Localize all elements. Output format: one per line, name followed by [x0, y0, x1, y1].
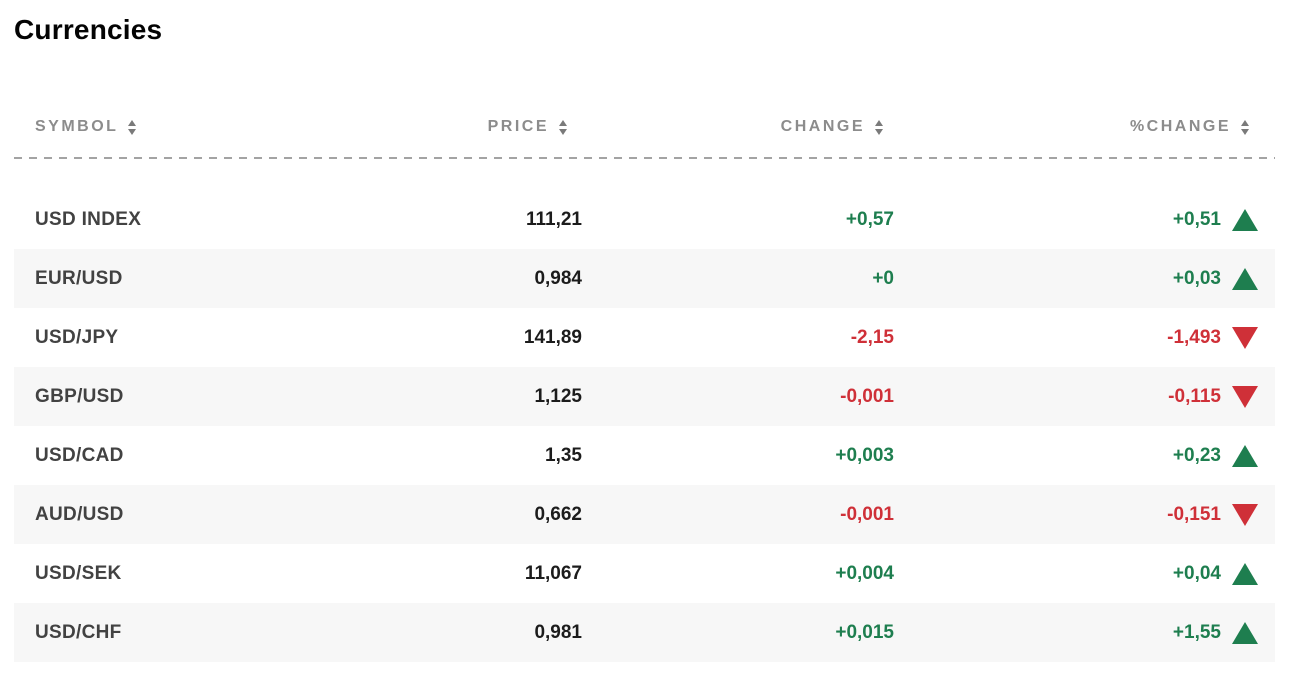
pct-change-value: -0,151 — [1167, 503, 1221, 525]
price-cell: 111,21 — [525, 208, 582, 230]
sort-icon — [128, 119, 137, 135]
price-cell: 0,662 — [534, 503, 582, 525]
symbol-cell[interactable]: USD/CAD — [35, 444, 124, 466]
column-header-symbol[interactable]: SYMBOL — [14, 118, 264, 136]
up-triangle-icon — [1232, 208, 1258, 231]
currencies-widget: Currencies SYMBOL PRICE CHANGE %CHANGE U… — [0, 12, 1314, 688]
pct-change-cell: +0,03 — [894, 267, 1275, 290]
up-triangle-icon — [1232, 621, 1258, 644]
price-cell: 0,981 — [534, 621, 582, 643]
pct-change-value: -0,115 — [1168, 385, 1221, 407]
pct-change-cell: +0,23 — [894, 444, 1275, 467]
symbol-cell[interactable]: USD INDEX — [35, 208, 142, 230]
table-row: GBP/USD 1,125 -0,001 -0,115 — [14, 367, 1275, 426]
column-header-pct-change-label: %CHANGE — [1129, 118, 1231, 135]
column-header-change[interactable]: CHANGE — [582, 118, 894, 136]
table-row: AUD/USD 0,662 -0,001 -0,151 — [14, 485, 1275, 544]
table-row: USD/SEK 11,067 +0,004 +0,04 — [14, 544, 1275, 603]
table-header-row: SYMBOL PRICE CHANGE %CHANGE — [14, 115, 1275, 139]
column-header-change-label: CHANGE — [780, 118, 865, 135]
pct-change-cell: -0,151 — [894, 503, 1275, 526]
price-cell: 141,89 — [523, 326, 582, 348]
pct-change-cell: -0,115 — [894, 385, 1275, 408]
column-header-price[interactable]: PRICE — [264, 118, 582, 136]
change-cell: +0,004 — [835, 562, 894, 584]
price-cell: 1,35 — [545, 444, 582, 466]
change-cell: +0 — [872, 267, 894, 289]
symbol-cell[interactable]: AUD/USD — [35, 503, 124, 525]
pct-change-value: +0,51 — [1172, 208, 1221, 230]
change-cell: -2,15 — [850, 326, 894, 348]
change-cell: -0,001 — [840, 503, 894, 525]
change-cell: +0,003 — [835, 444, 894, 466]
table-row: USD/CAD 1,35 +0,003 +0,23 — [14, 426, 1275, 485]
symbol-cell[interactable]: USD/CHF — [35, 621, 122, 643]
up-triangle-icon — [1232, 562, 1258, 585]
price-cell: 0,984 — [534, 267, 582, 289]
pct-change-cell: +0,51 — [894, 208, 1275, 231]
page-title: Currencies — [14, 14, 163, 45]
column-header-pct-change[interactable]: %CHANGE — [894, 118, 1275, 136]
change-cell: +0,015 — [835, 621, 894, 643]
column-header-price-label: PRICE — [487, 118, 549, 135]
price-cell: 1,125 — [534, 385, 582, 407]
pct-change-cell: +1,55 — [894, 621, 1275, 644]
price-cell: 11,067 — [524, 562, 582, 584]
down-triangle-icon — [1232, 503, 1258, 526]
column-header-symbol-label: SYMBOL — [35, 118, 119, 135]
header-separator — [14, 157, 1275, 159]
pct-change-cell: -1,493 — [894, 326, 1275, 349]
currencies-table: SYMBOL PRICE CHANGE %CHANGE USD INDEX 11… — [14, 115, 1275, 662]
change-cell: +0,57 — [845, 208, 894, 230]
table-row: USD/JPY 141,89 -2,15 -1,493 — [14, 308, 1275, 367]
symbol-cell[interactable]: GBP/USD — [35, 385, 124, 407]
down-triangle-icon — [1232, 385, 1258, 408]
pct-change-value: +1,55 — [1172, 621, 1221, 643]
symbol-cell[interactable]: EUR/USD — [35, 267, 123, 289]
pct-change-value: -1,493 — [1167, 326, 1221, 348]
table-body: USD INDEX 111,21 +0,57 +0,51 EUR/USD 0,9… — [14, 190, 1275, 662]
up-triangle-icon — [1232, 267, 1258, 290]
pct-change-value: +0,23 — [1172, 444, 1221, 466]
symbol-cell[interactable]: USD/JPY — [35, 326, 119, 348]
sort-icon — [1241, 119, 1249, 135]
table-row: USD INDEX 111,21 +0,57 +0,51 — [14, 190, 1275, 249]
sort-icon — [875, 119, 883, 135]
sort-icon — [559, 119, 567, 135]
down-triangle-icon — [1232, 326, 1258, 349]
symbol-cell[interactable]: USD/SEK — [35, 562, 122, 584]
pct-change-cell: +0,04 — [894, 562, 1275, 585]
pct-change-value: +0,04 — [1172, 562, 1221, 584]
change-cell: -0,001 — [840, 385, 894, 407]
pct-change-value: +0,03 — [1172, 267, 1221, 289]
table-row: USD/CHF 0,981 +0,015 +1,55 — [14, 603, 1275, 662]
table-row: EUR/USD 0,984 +0 +0,03 — [14, 249, 1275, 308]
up-triangle-icon — [1232, 444, 1258, 467]
